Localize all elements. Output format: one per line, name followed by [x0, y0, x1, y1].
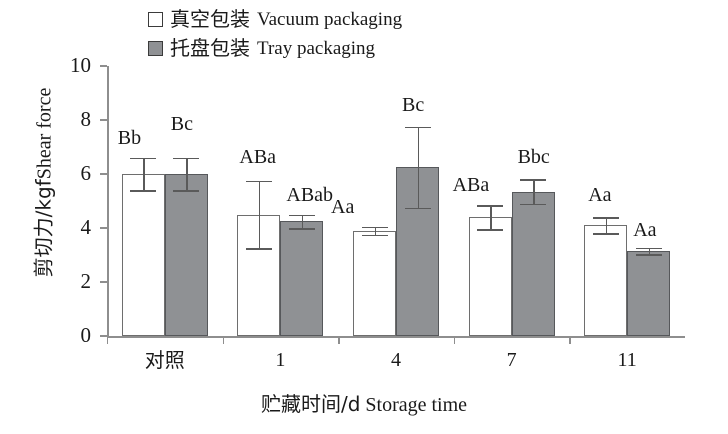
legend-item-vacuum: 真空包装 Vacuum packaging [148, 6, 402, 32]
y-axis-tick-label: 6 [80, 161, 92, 185]
x-axis-line [107, 336, 685, 338]
y-axis-tick [100, 65, 107, 67]
error-bar-line [490, 205, 492, 230]
y-axis-tick [100, 227, 107, 229]
x-axis-tick [453, 336, 456, 344]
error-bar-cap-upper [477, 205, 504, 207]
x-axis-tick-label: 1 [275, 349, 286, 371]
chart-legend: 真空包装 Vacuum packaging 托盘包装 Tray packagin… [148, 6, 402, 61]
legend-label-tray-cn: 托盘包装 [170, 36, 250, 60]
error-bar-cap-lower [520, 203, 547, 206]
significance-label: Aa [588, 184, 612, 207]
bar-vacuum [121, 174, 165, 336]
error-bar-cap-upper [361, 226, 388, 229]
error-bar-cap-lower [635, 254, 662, 256]
error-bar-line [533, 179, 535, 204]
bar-tray [511, 191, 555, 336]
error-bar-cap-lower [592, 233, 619, 235]
error-bar-cap-upper [245, 180, 272, 183]
legend-label-tray-en: Tray packaging [257, 37, 376, 59]
error-bar-cap-upper [173, 157, 200, 160]
significance-label: ABab [286, 183, 334, 206]
bar-tray [627, 250, 671, 336]
error-bar-line [605, 217, 608, 234]
x-axis-tick-label: 11 [617, 349, 637, 371]
legend-label-vacuum-cn: 真空包装 [170, 7, 250, 31]
filled-square-swatch-icon [148, 40, 163, 56]
error-bar-line [374, 226, 376, 235]
x-axis-tick [222, 336, 224, 344]
error-bar-line [143, 157, 145, 191]
y-axis-tick-label: 0 [80, 323, 92, 347]
significance-label: Bc [402, 93, 425, 116]
bar-tray [164, 174, 208, 336]
x-axis-title-en: Storage time [365, 394, 468, 416]
bar-vacuum [468, 217, 512, 336]
x-axis-tick [107, 336, 109, 344]
y-axis-tick [100, 119, 107, 121]
bar-vacuum [584, 225, 628, 336]
error-bar-cap-upper [130, 157, 157, 160]
significance-label: Bb [117, 126, 142, 149]
x-axis-tick-label: 对照 [144, 348, 185, 372]
legend-item-tray: 托盘包装 Tray packaging [148, 35, 402, 61]
x-axis-tick [569, 336, 571, 344]
significance-label: Aa [633, 218, 657, 241]
legend-label-vacuum-en: Vacuum packaging [257, 8, 403, 30]
error-bar-cap-upper [520, 179, 547, 181]
error-bar-cap-upper [635, 247, 662, 250]
error-bar-line [301, 214, 304, 228]
error-bar-cap-lower [477, 229, 504, 231]
error-bar-cap-lower [404, 207, 431, 210]
y-axis-tick-label: 10 [70, 53, 91, 77]
significance-label: Bc [170, 112, 194, 135]
y-axis-tick [100, 173, 107, 175]
x-axis-tick-label: 4 [391, 349, 401, 371]
y-axis-tick [100, 335, 107, 337]
x-axis-title: 贮藏时间/d Storage time [0, 388, 728, 417]
bar-vacuum [353, 230, 396, 336]
open-square-swatch-icon [148, 11, 163, 27]
error-bar-cap-lower [130, 190, 157, 192]
x-axis-tick [338, 336, 340, 344]
significance-label: ABa [239, 145, 277, 168]
error-bar-line [186, 157, 188, 191]
x-axis-title-cn: 贮藏时间/d [260, 392, 361, 416]
y-axis-line [107, 66, 109, 336]
error-bar-line [258, 180, 261, 249]
significance-label: Aa [331, 195, 355, 218]
bar-tray [280, 221, 324, 336]
y-axis-tick-label: 4 [80, 215, 92, 239]
error-bar-cap-lower [361, 234, 388, 237]
significance-label: ABa [452, 174, 490, 197]
plot-area: Bb Bc ABa ABab Aa Bc ABa Bbc Aa Aa [100, 65, 685, 344]
significance-label: Bbc [517, 146, 550, 169]
error-bar-cap-lower [173, 190, 200, 192]
x-axis-tick-label: 7 [506, 349, 517, 371]
error-bar-cap-upper [288, 214, 315, 216]
error-bar-cap-upper [592, 217, 619, 219]
error-bar-cap-lower [288, 228, 315, 230]
error-bar-line [648, 247, 651, 255]
y-axis-tick-label: 2 [80, 269, 92, 293]
error-bar-cap-lower [245, 248, 272, 250]
y-axis-tick-label: 8 [80, 107, 92, 131]
y-axis-tick [100, 281, 107, 283]
error-bar-cap-upper [404, 126, 431, 129]
error-bar-line [417, 126, 419, 208]
